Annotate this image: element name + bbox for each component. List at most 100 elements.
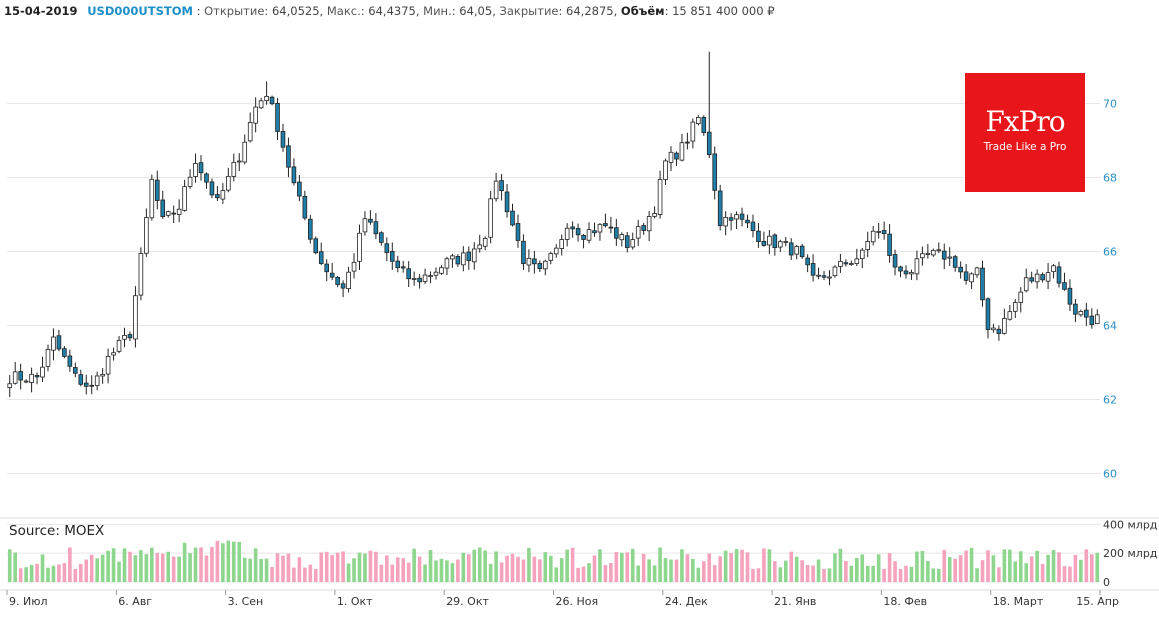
candle-body (83, 382, 89, 387)
candle-body (1062, 282, 1067, 290)
candle (515, 214, 521, 248)
candle (171, 205, 176, 224)
candle-body (1029, 277, 1034, 282)
candle-body (690, 121, 696, 142)
volume-bar (292, 567, 296, 582)
volume-bar (778, 567, 783, 582)
candle-body (701, 117, 707, 134)
candle-body (827, 276, 832, 279)
candle (783, 236, 789, 247)
candle (777, 239, 783, 252)
candle (236, 153, 242, 172)
candle-body (679, 142, 685, 161)
volume-bar (89, 554, 94, 582)
volume-bar (237, 541, 242, 582)
close-label: Закрытие: (499, 4, 563, 18)
fxpro-logo[interactable]: FxPro Trade Like a Pro (965, 73, 1085, 192)
volume-bar (893, 561, 897, 582)
candle (78, 369, 84, 387)
candle (865, 231, 871, 258)
volume-bar (1046, 554, 1050, 582)
candle (335, 275, 340, 288)
candle-body (94, 375, 100, 386)
volume-bar (226, 540, 231, 582)
candle-body (816, 274, 821, 277)
volume-bar (199, 547, 203, 582)
candle-body (253, 106, 258, 124)
candle (936, 242, 942, 254)
volume-bar (680, 549, 684, 582)
volume-bar (811, 565, 815, 582)
candle-body (89, 384, 95, 387)
volume-bar (947, 557, 952, 582)
candle (247, 112, 253, 143)
candle (985, 297, 991, 339)
candle (799, 243, 805, 259)
candle (553, 244, 559, 258)
candle (854, 248, 860, 267)
candle (242, 134, 248, 165)
volume-bar (876, 554, 881, 582)
volume-bar (456, 559, 460, 582)
candle (187, 169, 193, 189)
candle-body (329, 272, 335, 278)
candle (909, 269, 914, 280)
candle (663, 158, 668, 185)
volume-bar (308, 564, 313, 582)
volume-bar (1095, 552, 1100, 582)
candle-body (477, 244, 483, 250)
candle (138, 247, 144, 301)
volume-bar (324, 551, 329, 582)
candle-body (750, 221, 756, 231)
candle (1002, 308, 1007, 335)
candle-body (122, 334, 127, 340)
volume-bar (374, 551, 378, 582)
candle-body (144, 217, 149, 254)
candle (226, 167, 231, 193)
candle-body (881, 230, 887, 235)
candle-body (674, 152, 679, 160)
volume-bar (865, 565, 870, 582)
volume-bar (51, 565, 56, 582)
candle (925, 243, 931, 259)
volume-bar (816, 559, 821, 582)
low-label: Мин.: (423, 4, 456, 18)
candle (340, 280, 346, 298)
candle (679, 133, 685, 162)
candle (564, 223, 570, 247)
candle-body (116, 339, 122, 352)
candle (105, 348, 111, 384)
volume-bar (215, 540, 220, 582)
candle (821, 271, 827, 281)
candle (324, 259, 330, 282)
candle-body (411, 278, 417, 280)
volume-bar (712, 565, 717, 582)
candle-body (788, 242, 794, 256)
candle-body (1034, 273, 1040, 283)
candle (439, 265, 444, 275)
candle (220, 183, 226, 204)
quote-date: 15-04-2019 (4, 4, 78, 18)
candle-body (193, 163, 198, 177)
volume-bar (860, 554, 865, 582)
volume-bar (35, 563, 39, 582)
volume-bar (931, 568, 936, 582)
volume-layer (7, 540, 1100, 582)
candle (275, 97, 280, 141)
candle (280, 123, 286, 152)
ticker-symbol[interactable]: USD000UTSTOM (87, 4, 193, 18)
volume-bar (920, 550, 925, 582)
candle (406, 261, 411, 287)
volume-bar (253, 548, 258, 582)
candle (482, 236, 488, 251)
volume-bar (980, 560, 985, 582)
candle-body (1040, 274, 1045, 281)
volume-bar (144, 554, 149, 582)
candle-body (165, 211, 171, 216)
candle-body (553, 247, 559, 255)
candle (493, 172, 499, 202)
volume-bar (554, 567, 559, 582)
x-tick-label: 3. Сен (228, 595, 264, 608)
volume-bar (581, 566, 586, 582)
